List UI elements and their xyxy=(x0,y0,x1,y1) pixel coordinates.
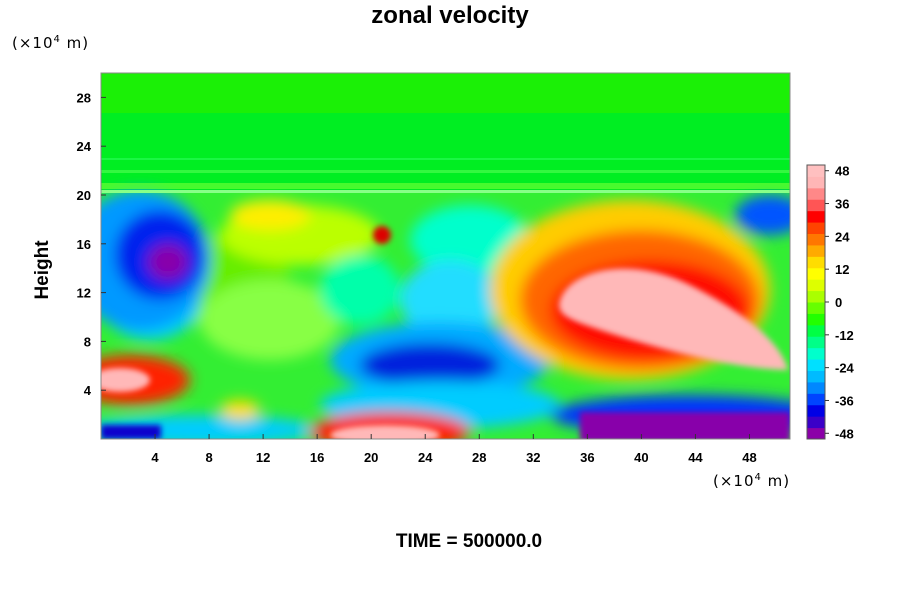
colorbar-band xyxy=(807,176,825,189)
colorbar-band xyxy=(807,290,825,303)
colorbar-tick-label: 24 xyxy=(835,229,850,244)
x-unit-label: (×104 m) xyxy=(713,472,791,490)
colorbar-band xyxy=(807,347,825,360)
colorbar: 48 36 24 12 0 -12 -24 -36 -48 xyxy=(806,164,855,441)
colorbar-band xyxy=(807,381,825,394)
x-axis: 4 8 12 16 20 24 28 32 36 40 44 48 xyxy=(151,434,757,465)
colorbar-tick-label: 48 xyxy=(835,164,849,179)
x-tick-label: 24 xyxy=(418,450,433,465)
colorbar-tick-label: 36 xyxy=(835,197,849,212)
colorbar-band xyxy=(807,233,825,246)
colorbar-band xyxy=(807,267,825,280)
time-label: TIME = 500000.0 xyxy=(395,531,543,552)
x-tick-label: 32 xyxy=(526,450,540,465)
colorbar-band xyxy=(807,279,825,292)
plot-frame xyxy=(100,72,791,440)
colorbar-band xyxy=(807,393,825,406)
colorbar-band xyxy=(807,404,825,417)
colorbar-band xyxy=(807,324,825,337)
colorbar-band xyxy=(807,336,825,349)
colorbar-band xyxy=(807,199,825,212)
y-unit-label: (×104 m) xyxy=(12,34,90,52)
colorbar-band xyxy=(807,187,825,200)
colorbar-band xyxy=(807,427,825,440)
colorbar-tick-label: -36 xyxy=(835,393,854,408)
x-tick-label: 28 xyxy=(472,450,486,465)
y-tick-label: 8 xyxy=(84,334,91,349)
heatmap-field xyxy=(101,73,790,439)
x-tick-label: 36 xyxy=(580,450,594,465)
y-tick-label: 16 xyxy=(77,237,91,252)
y-tick-label: 12 xyxy=(77,286,91,301)
colorbar-band xyxy=(807,302,825,314)
chart-title: zonal velocity xyxy=(371,2,529,29)
x-tick-label: 8 xyxy=(205,450,212,465)
x-tick-label: 12 xyxy=(256,450,270,465)
colorbar-band xyxy=(807,210,825,223)
x-tick-label: 40 xyxy=(634,450,648,465)
colorbar-band xyxy=(807,359,825,371)
x-tick-label: 20 xyxy=(364,450,378,465)
colorbar-band xyxy=(807,244,825,257)
x-tick-label: 4 xyxy=(151,450,159,465)
x-tick-label: 16 xyxy=(310,450,324,465)
colorbar-tick-label: -12 xyxy=(835,328,854,343)
colorbar-band xyxy=(807,256,825,269)
colorbar-tick-label: -48 xyxy=(835,426,854,441)
colorbar-band xyxy=(807,313,825,326)
colorbar-band xyxy=(807,370,825,383)
y-tick-label: 4 xyxy=(84,383,92,398)
y-axis: 4 8 12 16 20 24 28 xyxy=(77,90,106,398)
x-tick-label: 48 xyxy=(742,450,756,465)
colorbar-tick-label: -24 xyxy=(835,361,855,376)
colorbar-band xyxy=(807,416,825,429)
colorbar-band xyxy=(807,222,825,234)
colorbar-band xyxy=(807,165,825,177)
x-tick-label: 44 xyxy=(688,450,703,465)
y-tick-label: 20 xyxy=(77,188,91,203)
y-tick-label: 28 xyxy=(77,90,91,105)
colorbar-tick-label: 12 xyxy=(835,262,849,277)
colorbar-tick-label: 0 xyxy=(835,295,842,310)
y-tick-label: 24 xyxy=(77,139,92,154)
